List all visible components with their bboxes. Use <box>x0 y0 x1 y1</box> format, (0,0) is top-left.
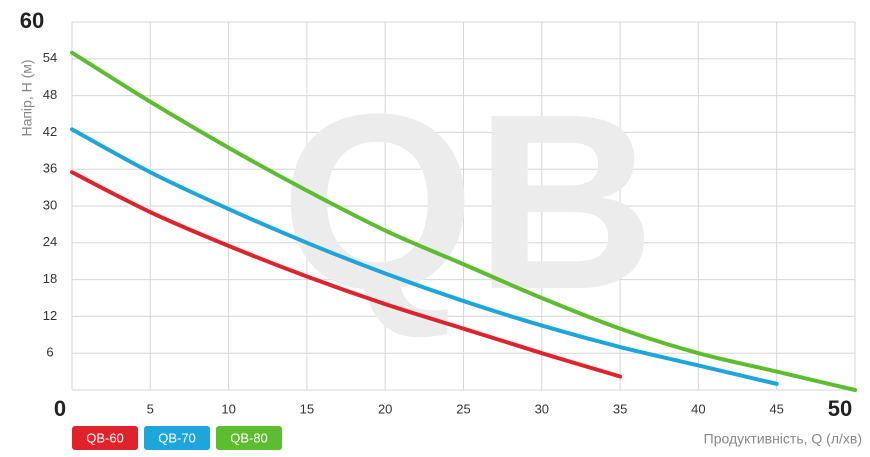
watermark: QB <box>281 62 656 341</box>
legend-label: QB-60 <box>86 430 124 445</box>
y-tick-label: 6 <box>46 345 53 360</box>
y-tick-label: 36 <box>43 161 57 176</box>
x-tick-label: 35 <box>613 401 627 416</box>
x-tick-label: 45 <box>769 401 783 416</box>
legend-swatch <box>216 426 282 450</box>
legend-swatch <box>144 426 210 450</box>
y-tick-label: 48 <box>43 87 57 102</box>
y-axis-title: Напір, Н (м) <box>19 59 35 136</box>
y-tick-label: 30 <box>43 197 57 212</box>
x-tick-label: 0 <box>54 396 66 421</box>
x-tick-label: 20 <box>378 401 392 416</box>
legend-label: QB-80 <box>230 430 268 445</box>
x-tick-label: 10 <box>221 401 235 416</box>
legend-label: QB-70 <box>158 430 196 445</box>
x-tick-label: 15 <box>300 401 314 416</box>
y-tick-label: 42 <box>43 124 57 139</box>
y-tick-label: 18 <box>43 271 57 286</box>
x-tick-label: 50 <box>828 396 852 421</box>
x-tick-label: 5 <box>147 401 154 416</box>
x-tick-label: 40 <box>691 401 705 416</box>
x-tick-label: 25 <box>456 401 470 416</box>
legend-swatch <box>72 426 138 450</box>
series-line <box>70 127 779 386</box>
x-axis-title: Продуктивність, Q (л/хв) <box>704 431 862 447</box>
y-tick-label: 24 <box>43 234 57 249</box>
x-tick-label: 30 <box>535 401 549 416</box>
y-tick-label: 54 <box>43 50 57 65</box>
y-tick-label: 60 <box>20 8 44 33</box>
series-line <box>70 170 623 379</box>
series-line <box>70 50 857 392</box>
y-tick-label: 12 <box>43 308 57 323</box>
